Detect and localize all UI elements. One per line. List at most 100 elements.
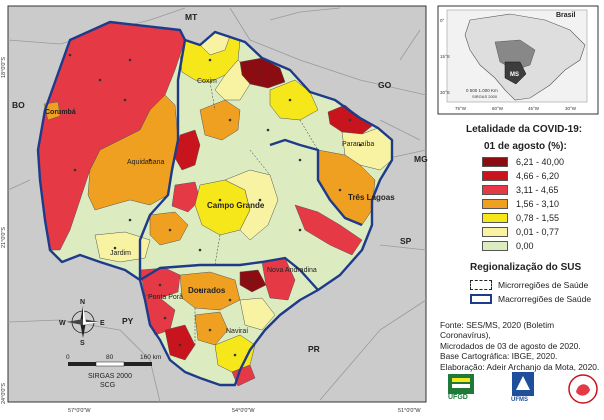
regionalizacao-items: Microrregiões de Saúde Macrorregiões de … [470,280,604,310]
region-south-light [239,297,276,331]
lon-tick-54: 54°0'0"W [232,408,255,414]
legend-class-row: 0,00 [482,240,604,252]
compass-e: E [100,320,105,327]
regionalizacao: Regionalização do SUS [470,262,600,273]
micro-label: Microrregiões de Saúde [498,280,589,290]
inset-lat-0: 0° [440,18,445,23]
city-label-nova-andradina: Nova Andradina [267,267,317,274]
legend-subtitle: 01 de agosto (%): [484,141,567,152]
label-go: GO [378,80,392,90]
lon-tick-57: 57°0'0"W [68,408,91,414]
macro-swatch [470,294,492,304]
inset-title: Brasil [556,12,576,19]
ufgd-text: UFGD [448,394,468,401]
legend-swatch [482,213,508,223]
legend-class-row: 6,21 - 40,00 [482,156,604,168]
lat-tick-21: 21°0'0"S [1,227,7,248]
region-corumba-city [43,101,61,121]
city-label-tres-lagoas: Três Lagoas [348,193,395,202]
inset-lon-30: 30°W [565,106,577,111]
legend-title: Letalidade da COVID-19: [466,124,583,135]
legend-swatch [482,199,508,209]
legend-classes: 6,21 - 40,00 4,66 - 6,20 3,11 - 4,65 1,56 -… [482,156,602,256]
city-label-coxim: Coxim [197,78,217,85]
lat-tick-24: 24°0'0"S [1,383,7,404]
inset-lat-15: 15°S [440,54,450,59]
macroregion-borders [36,20,394,387]
city-label-jardim: Jardim [110,250,131,257]
legend-class-label: 4,66 - 6,20 [516,171,560,181]
city-label-navirai: Naviraí [226,328,248,335]
source-line-2: Microdados de 03 de agosto de 2020. [440,340,581,351]
scale-datum: SIRGAS 2000 [88,373,132,380]
macro-label: Macrorregiões de Saúde [498,294,592,304]
inset-lon-45: 45°W [528,106,540,111]
city-labels: Corumbá Coxim Aquidauana Paranaíba Jardi… [45,78,374,335]
inset-ms [504,61,527,85]
ufms-logo: UFMS [508,370,538,406]
region-nova-andradina [239,269,267,293]
legend: Letalidade da COVID-19: 01 de agosto (%)… [466,124,596,152]
legend-class-row: 1,56 - 3,10 [482,198,604,210]
region-east-red [294,204,363,256]
neighbor-boundaries [7,7,427,403]
city-label-corumba: Corumbá [45,109,76,116]
legend-class-label: 1,56 - 3,10 [516,199,560,209]
source-line-4: Elaboração: Adeir Archanjo da Mota, 2020… [440,361,600,372]
legend-swatch [482,227,508,237]
legend-swatch [482,241,508,251]
compass-s: S [80,340,85,347]
legend-swatch [482,157,508,167]
sources: Fonte: SES/MS, 2020 (Boletim Coronavírus… [440,320,604,372]
microregion-borders [194,81,319,345]
legend-class-label: 0,00 [516,241,534,251]
lat-tick-18: 18°0'0"S [1,57,7,78]
scale-crs: SCG [100,382,115,389]
legend-class-row: 3,11 - 4,65 [482,184,604,196]
compass-n: N [80,299,85,306]
source-line-1: Fonte: SES/MS, 2020 (Boletim Coronavírus… [440,320,555,341]
compass-w: W [59,320,66,327]
lon-tick-51: 51°0'0"W [398,408,421,414]
city-dots [68,53,362,357]
legend-class-label: 0,78 - 1,55 [516,213,560,223]
legend-class-label: 0,01 - 0,77 [516,227,560,237]
region-center-orange [199,99,241,141]
scale-tick-80: 80 [106,354,114,361]
region-north-yellow [269,79,319,121]
region-cg-light [224,169,279,241]
region-jardim-orange [149,211,189,246]
legend-class-row: 0,01 - 0,77 [482,226,604,238]
micro-swatch [470,280,492,290]
region-north-light [214,59,251,101]
region-cg-west-red [171,181,201,213]
scale-bar [68,361,152,367]
inset-lat-30: 30°S [440,90,450,95]
ufms-text: UFMS [511,397,528,403]
lat-ticks: 18°0'0"S 21°0'0"S 24°0'0"S [1,57,7,404]
inset-scale: 0 500 1.000 Km [466,88,498,93]
inset-ms-label: MS [510,72,519,78]
inset-datum: SIRGAS 2000 [472,94,498,99]
region-south-orange [194,311,229,346]
legend-swatch [482,171,508,181]
city-label-ponta-pora: Ponta Porã [148,294,183,301]
region-south-darkred [164,324,196,361]
lon-ticks: 57°0'0"W 54°0'0"W 51°0'0"W [68,408,421,414]
label-py: PY [122,316,134,326]
city-label-paranaiba: Paranaíba [342,141,374,148]
inset-lon-60: 60°W [492,106,504,111]
city-label-aquidauana: Aquidauana [127,159,164,166]
label-bo: BO [12,100,25,110]
inset-ticks: 0° 15°S 30°S 75°W 60°W 45°W 30°W [440,18,577,111]
lab-logo [566,372,600,406]
legend-class-label: 3,11 - 4,65 [516,185,559,195]
region-dourados-orange [179,271,241,311]
city-label-campo-grande: Campo Grande [207,201,265,210]
compass-rose [67,306,99,338]
ufgd-logo: UFGD [446,370,476,406]
region-jardim [94,231,151,263]
city-label-dourados: Dourados [188,286,226,295]
regionalizacao-title: Regionalização do SUS [470,262,582,273]
